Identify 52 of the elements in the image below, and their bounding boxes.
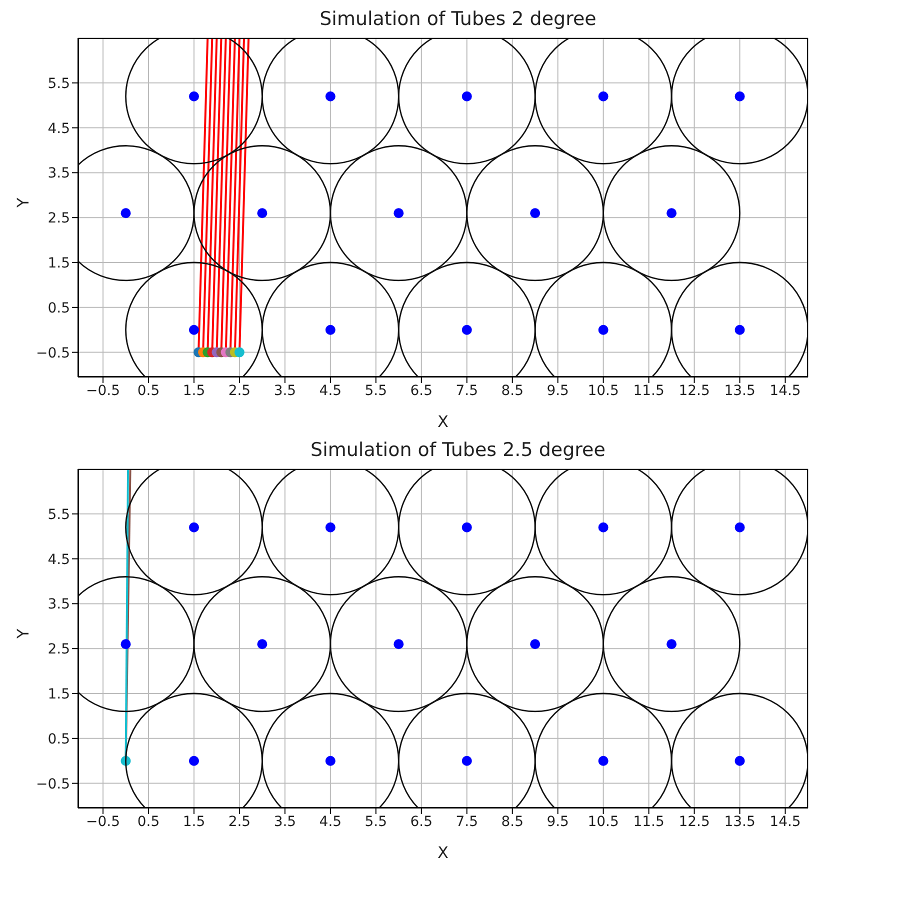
x-tick-label: 5.5 [364,382,388,399]
x-tick-label: 8.5 [501,814,524,830]
y-tick-label: 0.5 [48,300,70,316]
x-tick-label: 4.5 [319,814,342,830]
x-tick-label: 2.5 [228,382,251,399]
y-tick-label: −0.5 [36,776,70,792]
x-tick-label: 3.5 [274,814,296,830]
x-tick-label: 12.5 [678,814,710,830]
x-tick-label: 3.5 [274,382,296,399]
x-axis-title: X [438,412,449,431]
x-tick-label: 10.5 [588,382,619,399]
x-tick-label: 5.5 [364,814,388,830]
y-tick-label: 2.5 [48,642,70,658]
y-axis-title: Y [14,628,33,640]
y-tick-label: 2.5 [48,210,70,227]
y-tick-label: 0.5 [48,731,70,748]
x-tick-label: 12.5 [678,382,710,399]
x-tick-label: 6.5 [410,814,433,830]
y-axis-title: Y [14,198,33,208]
x-tick-label: 14.5 [770,382,801,399]
y-tick-label: 3.5 [48,166,70,182]
y-tick-label: 3.5 [48,596,70,613]
x-tick-label: 14.5 [770,814,801,830]
x-tick-label: 1.5 [182,814,206,830]
x-tick-label: 7.5 [456,814,478,830]
y-tick-label: 4.5 [48,552,70,568]
y-tick-label: 5.5 [48,506,70,523]
x-tick-label: 13.5 [724,382,756,399]
x-tick-label: −0.5 [86,382,120,399]
x-tick-label: 9.5 [546,382,569,399]
y-tick-label: 1.5 [48,255,70,272]
chart-title: Simulation of Tubes 2 degree [318,8,598,30]
y-tick-label: −0.5 [36,345,70,362]
x-tick-label: 0.5 [137,382,160,399]
x-tick-label: 11.5 [633,382,664,399]
x-tick-label: 13.5 [724,814,756,830]
x-tick-label: 2.5 [228,814,251,830]
x-tick-label: 7.5 [456,382,478,399]
x-tick-label: 8.5 [501,382,524,399]
x-tick-label: −0.5 [86,814,120,830]
y-tick-label: 5.5 [48,76,70,92]
x-tick-label: 11.5 [633,814,664,830]
x-tick-label: 1.5 [182,382,206,399]
x-tick-label: 6.5 [410,382,433,399]
x-axis-title: X [438,843,449,862]
x-tick-label: 10.5 [588,814,619,830]
y-tick-label: 1.5 [48,686,70,702]
x-tick-label: 0.5 [137,814,160,830]
y-tick-label: 4.5 [48,120,70,137]
x-tick-label: 4.5 [319,382,342,399]
x-tick-label: 9.5 [546,814,569,830]
chart-title: Simulation of Tubes 2.5 degree [310,439,606,461]
